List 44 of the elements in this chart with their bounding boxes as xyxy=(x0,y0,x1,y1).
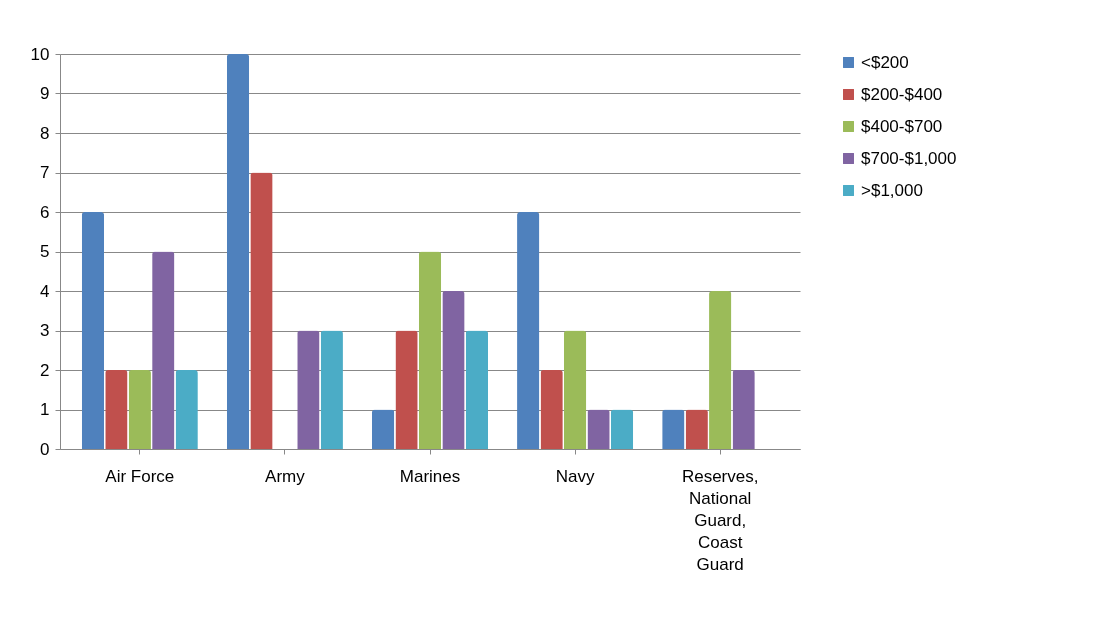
legend-label: $700-$1,000 xyxy=(861,148,957,168)
bar xyxy=(395,330,418,449)
bar xyxy=(587,409,610,449)
bar xyxy=(662,409,685,449)
bar xyxy=(442,291,465,449)
y-tick-label: 0 xyxy=(40,439,50,459)
bar xyxy=(465,330,489,449)
bar xyxy=(250,172,273,449)
bar xyxy=(371,409,395,449)
bar xyxy=(709,291,732,449)
bar xyxy=(320,330,343,449)
legend-label: >$1,000 xyxy=(861,180,923,200)
y-tick-label: 4 xyxy=(40,281,50,301)
x-tick-label: Navy xyxy=(555,466,595,486)
bar xyxy=(152,251,175,449)
y-tick-label: 8 xyxy=(40,123,50,143)
legend-label: <$200 xyxy=(861,52,909,72)
y-tick-label: 7 xyxy=(40,163,50,182)
y-tick-label: 10 xyxy=(30,44,50,64)
y-tick-label: 5 xyxy=(40,242,50,261)
bar xyxy=(418,251,442,449)
bar xyxy=(175,370,198,449)
bar xyxy=(685,409,708,449)
legend-label: $200-$400 xyxy=(861,84,943,104)
bar xyxy=(732,370,755,449)
x-tick-label: Marines xyxy=(399,466,461,486)
bar xyxy=(563,330,587,449)
x-tick-label: Army xyxy=(265,466,306,486)
legend-label: $400-$700 xyxy=(861,116,943,136)
bar xyxy=(105,370,128,449)
x-tick-label: Air Force xyxy=(105,466,175,486)
bar xyxy=(226,54,250,449)
y-tick-label: 6 xyxy=(40,202,50,222)
bar xyxy=(517,212,540,449)
y-tick-label: 3 xyxy=(40,321,50,340)
y-tick-label: 2 xyxy=(40,360,50,380)
bar xyxy=(128,370,151,449)
bar xyxy=(540,370,563,449)
y-tick-label: 9 xyxy=(40,84,50,103)
x-tick-label: Reserves, National Guard, Coast Guard xyxy=(681,466,759,574)
bar xyxy=(610,409,634,449)
bar xyxy=(297,330,320,449)
y-tick-label: 1 xyxy=(40,400,50,419)
bar xyxy=(81,212,105,449)
